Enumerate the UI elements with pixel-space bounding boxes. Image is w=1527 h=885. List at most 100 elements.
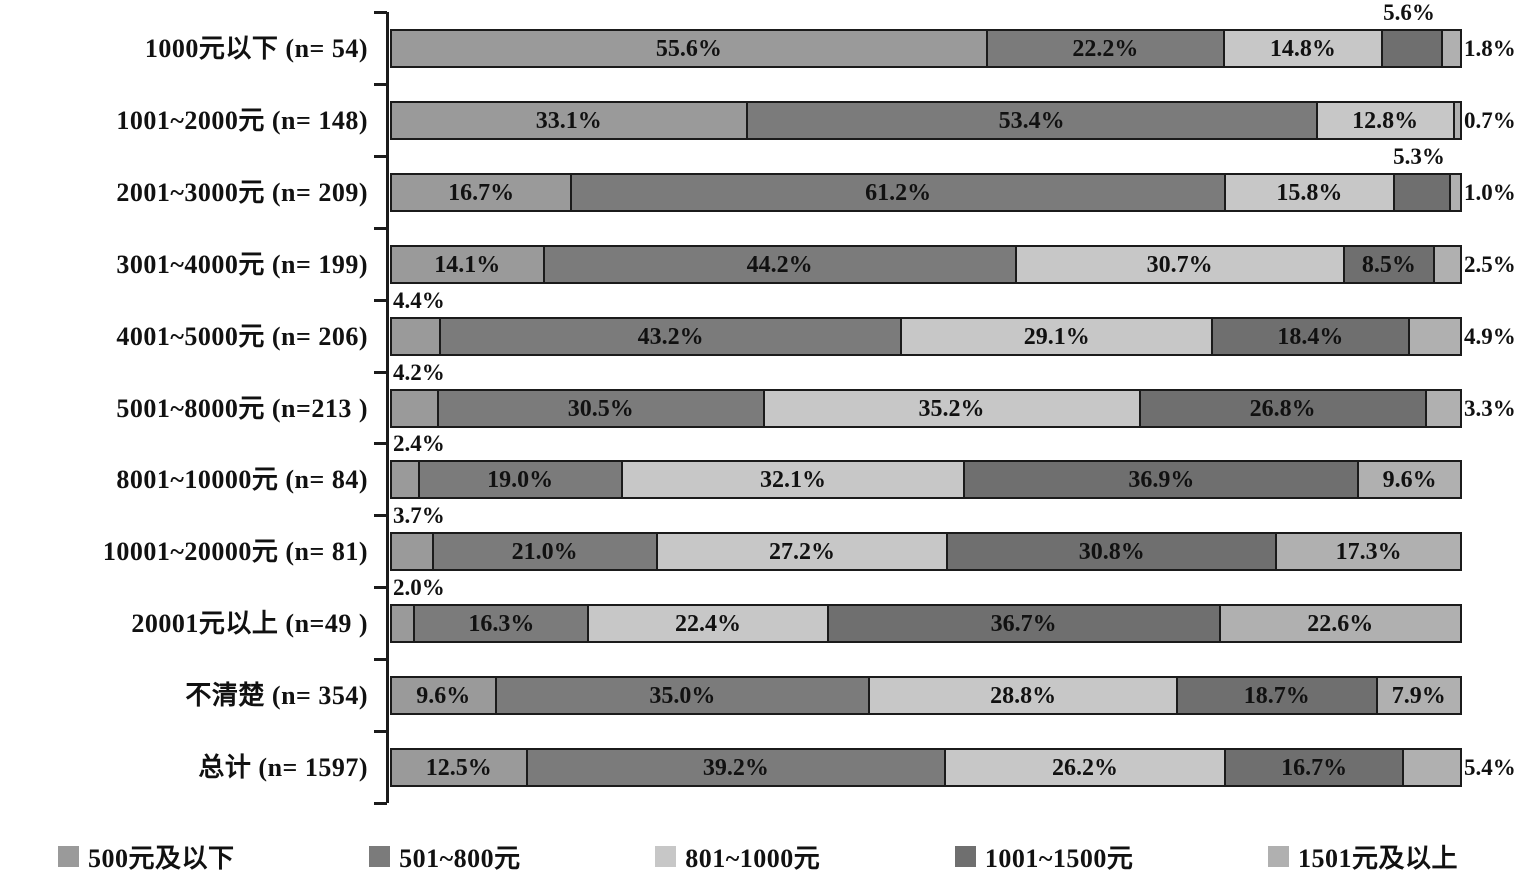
bar-segment: 15.8% [1223,175,1393,210]
bar-segment [1433,247,1460,282]
legend-item: 801~1000元 [655,838,820,875]
bar-segment [1452,103,1460,138]
data-label: 2.0% [393,575,445,600]
stacked-bar-row: 21.0% 27.2% 30.8% 17.3% [390,532,1462,571]
y-axis-line [386,12,389,803]
data-label: 16.3% [468,610,535,637]
data-label: 3.3% [1464,396,1516,421]
bar-segment: 55.6% [392,31,986,66]
category-label: 10001~20000元 (n= 81) [102,537,368,566]
data-label: 55.6% [655,35,722,62]
data-label: 15.8% [1276,179,1343,206]
axis-tick [374,227,387,230]
bar-segment: 16.7% [392,175,571,210]
bar-segment: 14.8% [1222,31,1381,66]
bar-segment: 16.7% [1223,750,1403,785]
data-label: 5.6% [1383,0,1435,25]
data-label: 8.5% [1361,251,1416,278]
axis-tick [374,155,387,158]
legend: 500元及以下 501~800元 801~1000元 1001~1500元 1501元及… [58,836,1458,876]
data-label: 5.3% [1393,144,1445,169]
data-label: 19.0% [487,466,554,493]
legend-item: 501~800元 [369,838,521,875]
stacked-bar-row: 14.1% 44.2% 30.7% 8.5% [390,245,1462,284]
axis-tick [374,299,387,302]
bar-segment [392,534,432,569]
bar-segment: 19.0% [417,462,621,497]
bar-segment: 26.2% [944,750,1224,785]
data-label: 35.2% [918,395,985,422]
data-label: 4.9% [1464,324,1516,349]
data-label: 27.2% [769,538,836,565]
category-label: 20001元以上 (n=49 ) [131,609,368,638]
bar-segment [392,319,439,354]
legend-label: 1001~1500元 [984,843,1134,873]
data-label: 26.8% [1249,395,1316,422]
data-label: 12.8% [1352,107,1419,134]
legend-swatch [58,845,79,867]
category-label: 4001~5000元 (n= 206) [116,322,368,351]
bar-segment: 36.9% [963,462,1358,497]
stacked-bar-row: 16.3% 22.4% 36.7% 22.6% [390,604,1462,643]
category-label: 1001~2000元 (n= 148) [116,106,368,135]
data-label: 39.2% [702,754,769,781]
data-label: 1.8% [1464,36,1516,61]
data-label: 33.1% [535,107,602,134]
bar-segment: 30.7% [1014,247,1343,282]
data-label: 26.2% [1052,754,1119,781]
bar-segment [1392,175,1450,210]
category-label: 不清楚 (n= 354) [185,681,368,710]
bar-segment: 44.2% [542,247,1015,282]
legend-item: 500元及以下 [58,838,235,875]
bar-segment: 22.6% [1218,606,1460,641]
data-label: 0.7% [1464,108,1516,133]
bar-segment: 43.2% [438,319,901,354]
data-label: 30.5% [567,395,634,422]
legend-swatch [369,845,391,867]
bar-segment [1424,391,1460,426]
bar-segment: 7.9% [1375,678,1460,713]
data-label: 44.2% [746,251,813,278]
bar-segment [1380,31,1441,66]
data-label: 14.8% [1269,35,1336,62]
bar-segment: 32.1% [620,462,964,497]
bar-segment: 35.0% [494,678,869,713]
bar-segment: 22.2% [985,31,1223,66]
stacked-bar-row: 43.2% 29.1% 18.4% [390,317,1462,356]
data-label: 16.7% [1281,754,1348,781]
category-label: 1000元以下 (n= 54) [144,34,368,63]
bar-segment: 21.0% [431,534,656,569]
stacked-bar-row: 33.1% 53.4% 12.8% [390,101,1462,140]
bar-segment: 28.8% [868,678,1176,713]
bar-segment: 8.5% [1342,247,1434,282]
bar-segment: 61.2% [570,175,1224,210]
bar-segment [1449,175,1460,210]
bar-segment: 36.7% [826,606,1219,641]
bar-segment: 18.4% [1211,319,1408,354]
data-label: 32.1% [759,466,826,493]
bar-segment: 26.8% [1138,391,1425,426]
data-label: 4.4% [393,288,445,313]
data-label: 43.2% [637,323,704,350]
bar-segment: 27.2% [655,534,947,569]
data-label: 1.0% [1464,180,1516,205]
bar-segment: 16.3% [413,606,588,641]
data-label: 2.4% [393,431,445,456]
bar-segment [392,606,414,641]
data-label: 30.7% [1146,251,1213,278]
bar-segment: 33.1% [392,103,746,138]
data-label: 35.0% [649,682,716,709]
axis-tick [374,802,387,805]
legend-swatch [954,845,976,867]
bar-segment: 17.3% [1275,534,1460,569]
stacked-bar-row: 16.7% 61.2% 15.8% [390,173,1462,212]
axis-tick [374,658,387,661]
bar-segment [1440,31,1460,66]
data-label: 21.0% [511,538,578,565]
bar-segment: 39.2% [525,750,945,785]
bar-segment [1407,319,1460,354]
stacked-bar-row: 55.6% 22.2% 14.8% [390,29,1462,68]
data-label: 12.5% [425,754,492,781]
axis-tick [374,586,387,589]
